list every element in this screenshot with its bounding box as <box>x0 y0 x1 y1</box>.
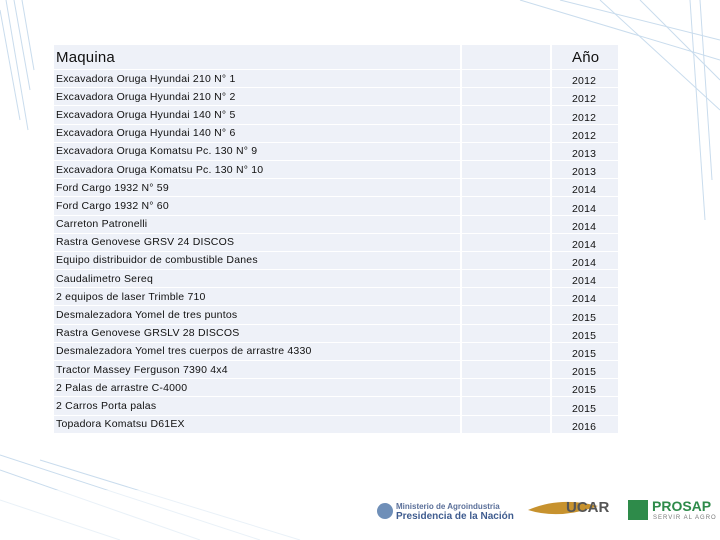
table-body: Maquina Año Excavadora Oruga Hyundai 210… <box>54 45 618 433</box>
machine-cell: Ford Cargo 1932 N° 60 <box>54 197 460 215</box>
header-cell: Año <box>552 45 618 69</box>
year-cell: 2015 <box>552 342 618 360</box>
empty-cell <box>462 361 550 379</box>
prosap-logo-text: PROSAP <box>652 498 712 514</box>
year-cell: 2013 <box>552 142 618 160</box>
machine-cell: Excavadora Oruga Hyundai 140 N° 6 <box>54 124 460 142</box>
table-row: Excavadora Oruga Komatsu Pc. 130 N° 10 20… <box>54 160 618 179</box>
year-cell: 2012 <box>552 106 618 124</box>
machine-cell: Desmalezadora Yomel de tres puntos <box>54 306 460 324</box>
empty-cell <box>462 233 550 251</box>
machine-cell: Desmalezadora Yomel tres cuerpos de arra… <box>54 342 460 360</box>
table-row: Ford Cargo 1932 N° 59 2014 <box>54 179 618 197</box>
machine-cell: Excavadora Oruga Komatsu Pc. 130 N° 9 <box>54 142 460 160</box>
machine-cell: Excavadora Oruga Hyundai 210 N° 2 <box>54 88 460 106</box>
empty-cell <box>462 45 550 69</box>
year-cell: 2013 <box>552 160 618 179</box>
empty-cell <box>462 215 550 233</box>
ministry-text: Ministerio de Agroindustria <box>396 502 500 511</box>
empty-cell <box>462 306 550 324</box>
machine-cell: Equipo distribuidor de combustible Danes <box>54 251 460 270</box>
header-cell: Maquina <box>54 45 460 69</box>
empty-cell <box>462 160 550 179</box>
empty-cell <box>462 270 550 288</box>
year-cell: 2014 <box>552 215 618 233</box>
empty-cell <box>462 342 550 360</box>
year-cell: 2014 <box>552 179 618 197</box>
machine-cell: Carreton Patronelli <box>54 215 460 233</box>
table-row: Excavadora Oruga Hyundai 210 N° 2 2012 <box>54 88 618 106</box>
table-row: 2 Carros Porta palas 2015 <box>54 397 618 415</box>
table-row: Caudalimetro Sereq 2014 <box>54 270 618 288</box>
presidency-text: Presidencia de la Nación <box>396 511 514 522</box>
empty-cell <box>462 88 550 106</box>
empty-cell <box>462 124 550 142</box>
empty-cell <box>462 379 550 397</box>
empty-cell <box>462 324 550 342</box>
machine-cell: Rastra Genovese GRSV 24 DISCOS <box>54 233 460 251</box>
table-row: Excavadora Oruga Hyundai 210 N° 1 2012 <box>54 70 618 88</box>
table-row: Desmalezadora Yomel tres cuerpos de arra… <box>54 342 618 360</box>
empty-cell <box>462 415 550 433</box>
table-row: 2 Palas de arrastre C-4000 2015 <box>54 379 618 397</box>
table-row: Desmalezadora Yomel de tres puntos 2015 <box>54 306 618 324</box>
year-cell: 2012 <box>552 70 618 88</box>
year-cell: 2014 <box>552 233 618 251</box>
machine-cell: Caudalimetro Sereq <box>54 270 460 288</box>
machine-cell: Ford Cargo 1932 N° 59 <box>54 179 460 197</box>
header-row: Maquina Año <box>54 45 618 69</box>
year-cell: 2015 <box>552 361 618 379</box>
empty-cell <box>462 397 550 415</box>
machine-cell: 2 Carros Porta palas <box>54 397 460 415</box>
year-cell: 2014 <box>552 270 618 288</box>
year-cell: 2015 <box>552 324 618 342</box>
table-row: Excavadora Oruga Komatsu Pc. 130 N° 9 201… <box>54 142 618 160</box>
empty-cell <box>462 197 550 215</box>
table-row: Carreton Patronelli 2014 <box>54 215 618 233</box>
machine-cell: 2 Palas de arrastre C-4000 <box>54 379 460 397</box>
table-row: 2 equipos de laser Trimble 710 2014 <box>54 288 618 306</box>
machine-cell: Excavadora Oruga Komatsu Pc. 130 N° 10 <box>54 160 460 179</box>
empty-cell <box>462 106 550 124</box>
empty-cell <box>462 251 550 270</box>
table-row: Ford Cargo 1932 N° 60 2014 <box>54 197 618 215</box>
empty-cell <box>462 179 550 197</box>
machine-cell: 2 equipos de laser Trimble 710 <box>54 288 460 306</box>
empty-cell <box>462 70 550 88</box>
table-row: Tractor Massey Ferguson 7390 4x4 2015 <box>54 361 618 379</box>
empty-cell <box>462 142 550 160</box>
table-row: Excavadora Oruga Hyundai 140 N° 6 2012 <box>54 124 618 142</box>
year-cell: 2014 <box>552 288 618 306</box>
machine-cell: Excavadora Oruga Hyundai 210 N° 1 <box>54 70 460 88</box>
year-cell: 2015 <box>552 379 618 397</box>
year-cell: 2014 <box>552 251 618 270</box>
machine-cell: Tractor Massey Ferguson 7390 4x4 <box>54 361 460 379</box>
prosap-tagline: SERVIR AL AGRO <box>653 515 717 521</box>
year-cell: 2016 <box>552 415 618 433</box>
year-cell: 2015 <box>552 397 618 415</box>
ucar-logo-text: UCAR <box>566 499 610 516</box>
machine-cell: Rastra Genovese GRSLV 28 DISCOS <box>54 324 460 342</box>
table-row: Rastra Genovese GRSLV 28 DISCOS 2015 <box>54 324 618 342</box>
year-cell: 2012 <box>552 88 618 106</box>
machine-table: Maquina Año Excavadora Oruga Hyundai 210… <box>52 44 620 434</box>
empty-cell <box>462 288 550 306</box>
year-cell: 2015 <box>552 306 618 324</box>
table-row: Equipo distribuidor de combustible Danes… <box>54 251 618 270</box>
year-cell: 2014 <box>552 197 618 215</box>
machine-cell: Excavadora Oruga Hyundai 140 N° 5 <box>54 106 460 124</box>
table-row: Rastra Genovese GRSV 24 DISCOS 2014 <box>54 233 618 251</box>
year-cell: 2012 <box>552 124 618 142</box>
table-row: Topadora Komatsu D61EX 2016 <box>54 415 618 433</box>
machine-cell: Topadora Komatsu D61EX <box>54 415 460 433</box>
table-row: Excavadora Oruga Hyundai 140 N° 5 2012 <box>54 106 618 124</box>
